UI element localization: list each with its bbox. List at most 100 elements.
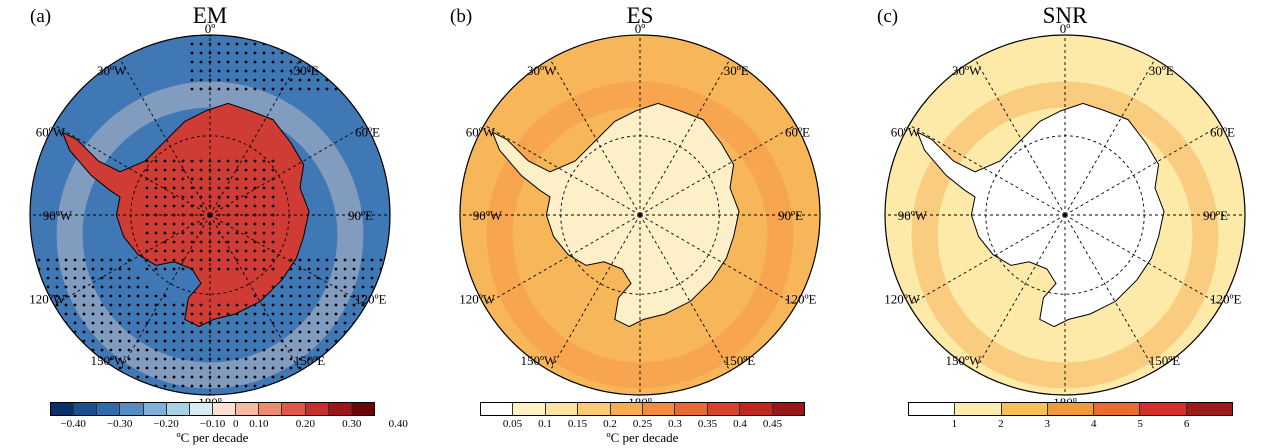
longitude-label-w30: 30ºW: [952, 63, 982, 78]
colorbar-tick-label: 5: [1137, 418, 1143, 430]
graticule: [30, 35, 390, 395]
significance-stipple: [37, 35, 383, 395]
colorbar-swatch: [120, 403, 144, 415]
longitude-label-e30: 30ºE: [294, 63, 319, 78]
colorbar-swatch: [955, 403, 1002, 415]
colorbar: [50, 402, 375, 416]
panel-letter: (b): [450, 6, 473, 27]
colorbar-tick-label: 0.25: [632, 418, 653, 430]
longitude-label-w120: 120ºW: [884, 292, 921, 307]
longitude-label-left: 90ºW: [898, 208, 928, 223]
colorbar-tick-label: 0.45: [762, 418, 783, 430]
colorbar-swatch: [74, 403, 98, 415]
colorbar-tick-label: 3: [1044, 418, 1051, 430]
panel-letter: (c): [877, 6, 899, 27]
colorbar-ticks: −0.40 −0.30 −0.20 −0.10 0 0.10 0.20 0.30 0.40: [50, 418, 407, 432]
longitude-label-e150: 150ºE: [724, 353, 756, 368]
colorbar-swatch: [51, 403, 75, 415]
colorbar-swatch: [236, 403, 260, 415]
longitude-label-w150: 150ºW: [520, 353, 557, 368]
colorbar-tick-label: 0.35: [697, 418, 718, 430]
longitude-label-top: 0º: [635, 21, 646, 36]
colorbar-swatch: [707, 403, 741, 415]
map-boundary: [29, 34, 391, 396]
colorbar-swatch: [909, 403, 956, 415]
colorbar-swatch: [513, 403, 546, 415]
colorbar-swatch: [305, 403, 329, 415]
colorbar-ticks: 1 2 3 4 5 6: [908, 418, 1233, 432]
colorbar-tick-label: 6: [1183, 418, 1190, 430]
longitude-label-e120: 120ºE: [1210, 292, 1242, 307]
colorbar-tick-label: 0.30: [342, 418, 362, 430]
map-boundary: [884, 34, 1246, 396]
polar-map: 0º30ºE60ºE90ºE120ºE150ºE180º150ºW120ºW90…: [29, 21, 391, 410]
longitude-label-e120: 120ºE: [355, 292, 387, 307]
longitude-label-w30: 30ºW: [527, 63, 557, 78]
colorbar-swatch: [282, 403, 306, 415]
longitude-label-w60: 60ºW: [466, 124, 496, 139]
colorbar-swatch: [772, 403, 805, 415]
panel-title: ES: [626, 3, 654, 28]
panel-em: (a) EM 0º30ºE60ºE90ºE120ºE150ºE180º150ºW…: [0, 0, 420, 448]
colorbar-tick-label: −0.30: [106, 418, 133, 430]
colorbar-swatch: [643, 403, 676, 415]
longitude-label-e30: 30ºE: [1149, 63, 1174, 78]
colorbar: [908, 402, 1233, 416]
colorbar-ticks: 0.05 0.1 0.15 0.2 0.25 0.3 0.35 0.4 0.45: [480, 418, 805, 432]
polar-map: 0º30ºE60ºE90ºE120ºE150ºE180º150ºW120ºW90…: [884, 21, 1246, 410]
longitude-label-w120: 120ºW: [459, 292, 496, 307]
colorbar-tick-label: 0.10: [249, 418, 269, 430]
longitude-label-left: 90ºW: [43, 208, 73, 223]
colorbar-swatch: [545, 403, 579, 415]
colorbar-swatch: [259, 403, 283, 415]
longitude-label-e60: 60ºE: [355, 124, 380, 139]
longitude-label-e150: 150ºE: [294, 353, 326, 368]
colorbar-swatch: [1047, 403, 1095, 415]
colorbar-tick-label: 0.4: [733, 418, 747, 430]
longitude-label-w60: 60ºW: [891, 124, 921, 139]
colorbar-tick-label: −0.40: [60, 418, 86, 430]
colorbar-swatch: [1140, 403, 1187, 415]
longitude-label-w30: 30ºW: [97, 63, 127, 78]
colorbar-swatch: [328, 403, 352, 415]
colorbar-tick-label: 0.3: [668, 418, 682, 430]
panel-title: SNR: [1042, 3, 1088, 28]
longitude-label-top: 0º: [205, 21, 216, 36]
colorbar-swatch: [578, 403, 611, 415]
colorbar-unit: ºC per decade: [176, 430, 249, 445]
longitude-label-e150: 150ºE: [1149, 353, 1181, 368]
panel-snr: (c) SNR 0º30ºE60ºE90ºE120ºE150ºE180º150º…: [855, 0, 1275, 448]
colorbar-unit: ºC per decade: [606, 430, 679, 445]
longitude-label-right: 90ºE: [348, 208, 373, 223]
longitude-label-e30: 30ºE: [724, 63, 749, 78]
colorbar-swatch: [1186, 403, 1232, 415]
colorbar-swatch: [1094, 403, 1141, 415]
panel-letter: (a): [30, 6, 52, 27]
colorbar-swatch: [166, 403, 190, 415]
longitude-label-left: 90ºW: [473, 208, 503, 223]
map-boundary: [459, 34, 821, 396]
longitude-label-w60: 60ºW: [36, 124, 66, 139]
polar-map: 0º30ºE60ºE90ºE120ºE150ºE180º150ºW120ºW90…: [459, 21, 821, 410]
colorbar-tick-label: 2: [998, 418, 1004, 430]
colorbar-tick-label: 0.40: [388, 418, 408, 430]
colorbar-tick-label: −0.20: [153, 418, 179, 430]
longitude-label-w150: 150ºW: [90, 353, 127, 368]
longitude-label-e60: 60ºE: [785, 124, 810, 139]
colorbar-swatch: [1001, 403, 1048, 415]
longitude-label-e60: 60ºE: [1210, 124, 1235, 139]
colorbar-tick-label: 0.2: [603, 418, 617, 430]
longitude-label-w150: 150ºW: [945, 353, 982, 368]
colorbar-tick-label: 4: [1090, 418, 1097, 430]
colorbar-tick-label: 0: [232, 418, 239, 430]
colorbar-tick-label: 1: [951, 418, 958, 430]
colorbar: [480, 402, 805, 416]
colorbar-tick-label: 0.1: [538, 418, 552, 430]
colorbar-swatch: [143, 403, 167, 415]
colorbar-swatch: [610, 403, 644, 415]
colorbar-tick-label: 0.20: [295, 418, 315, 430]
colorbar-swatch: [675, 403, 708, 415]
colorbar-tick-label: 0.15: [567, 418, 588, 430]
colorbar-swatch: [97, 403, 121, 415]
longitude-label-e120: 120ºE: [785, 292, 817, 307]
